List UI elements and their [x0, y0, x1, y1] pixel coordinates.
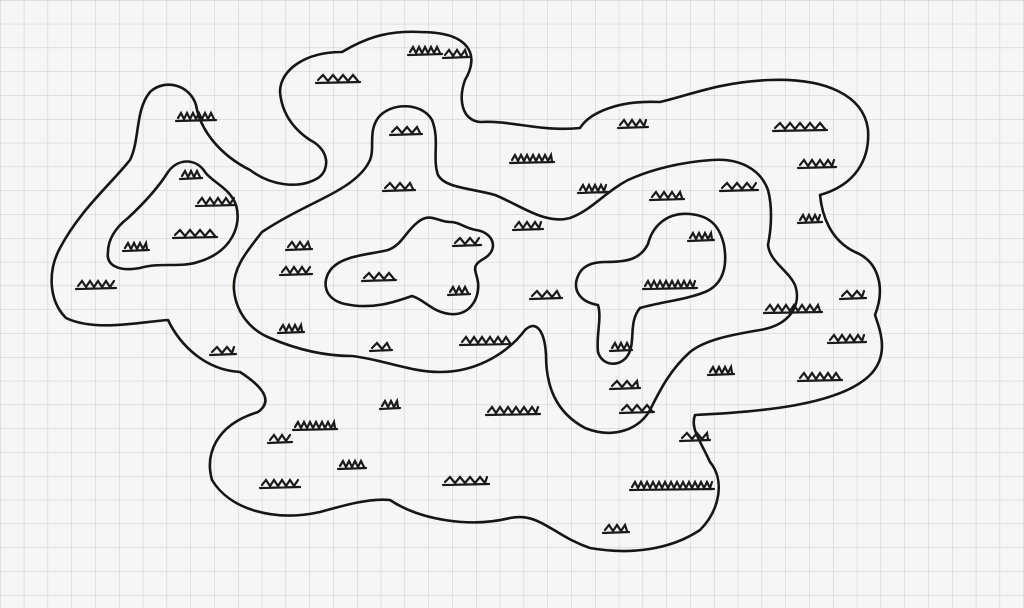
dark-blue-zone-right — [574, 212, 727, 365]
scribbled-label — [762, 302, 824, 315]
scribbled-label — [406, 44, 444, 57]
scribbled-label — [178, 168, 204, 181]
scribbled-label — [608, 378, 642, 391]
scribbled-label — [284, 239, 314, 252]
scribbled-label — [771, 121, 829, 133]
scribbled-label — [618, 403, 656, 415]
scribbled-label — [528, 289, 564, 301]
scribbled-label — [291, 418, 339, 432]
scribbled-label — [511, 220, 545, 232]
scribbled-label — [360, 271, 398, 283]
scribbled-label — [686, 229, 716, 243]
scribbled-label — [826, 333, 868, 345]
scribbled-label — [838, 289, 868, 301]
scribbled-label — [796, 158, 838, 170]
scribbled-labels — [74, 44, 868, 535]
scribbled-label — [381, 181, 417, 193]
scribbled-label — [266, 433, 294, 445]
scribbled-label — [576, 182, 610, 195]
scribbled-label — [796, 371, 844, 383]
scribbled-label — [74, 279, 118, 291]
scribbled-label — [648, 189, 686, 202]
scribbled-label — [678, 430, 712, 443]
scribbled-label — [368, 341, 394, 353]
scribbled-label — [446, 284, 472, 297]
scribbled-label — [441, 47, 471, 60]
scribbled-label — [508, 151, 556, 165]
light-blue-zone-left — [106, 160, 239, 271]
scribbled-label — [314, 73, 362, 85]
scribbled-label — [171, 228, 219, 240]
scribbled-label — [276, 321, 306, 335]
dark-blue-zone-center — [324, 216, 495, 316]
scribbled-label — [388, 125, 424, 137]
scribbled-label — [628, 479, 716, 492]
scribbled-label — [718, 181, 760, 193]
scribbled-label — [278, 265, 314, 277]
light-blue-zone-main — [232, 105, 799, 434]
scribbled-label — [174, 110, 218, 123]
scribbled-label — [336, 458, 368, 471]
scribbled-label — [121, 239, 151, 253]
scribbled-label — [608, 340, 634, 353]
scribbled-label — [441, 475, 491, 487]
scribbled-label — [484, 405, 542, 417]
scribbled-label — [796, 212, 824, 225]
scribbled-label — [258, 478, 302, 490]
scribbled-label — [458, 335, 514, 347]
scribbled-label — [706, 363, 736, 377]
scribbled-label — [641, 278, 699, 291]
scribbled-label — [616, 118, 650, 130]
scribbled-label — [451, 236, 483, 248]
scribbled-label — [194, 196, 238, 208]
outer-gray-zone — [50, 30, 884, 553]
scribbled-label — [378, 397, 402, 411]
scribbled-label — [208, 345, 238, 357]
scribbled-label — [601, 522, 631, 535]
